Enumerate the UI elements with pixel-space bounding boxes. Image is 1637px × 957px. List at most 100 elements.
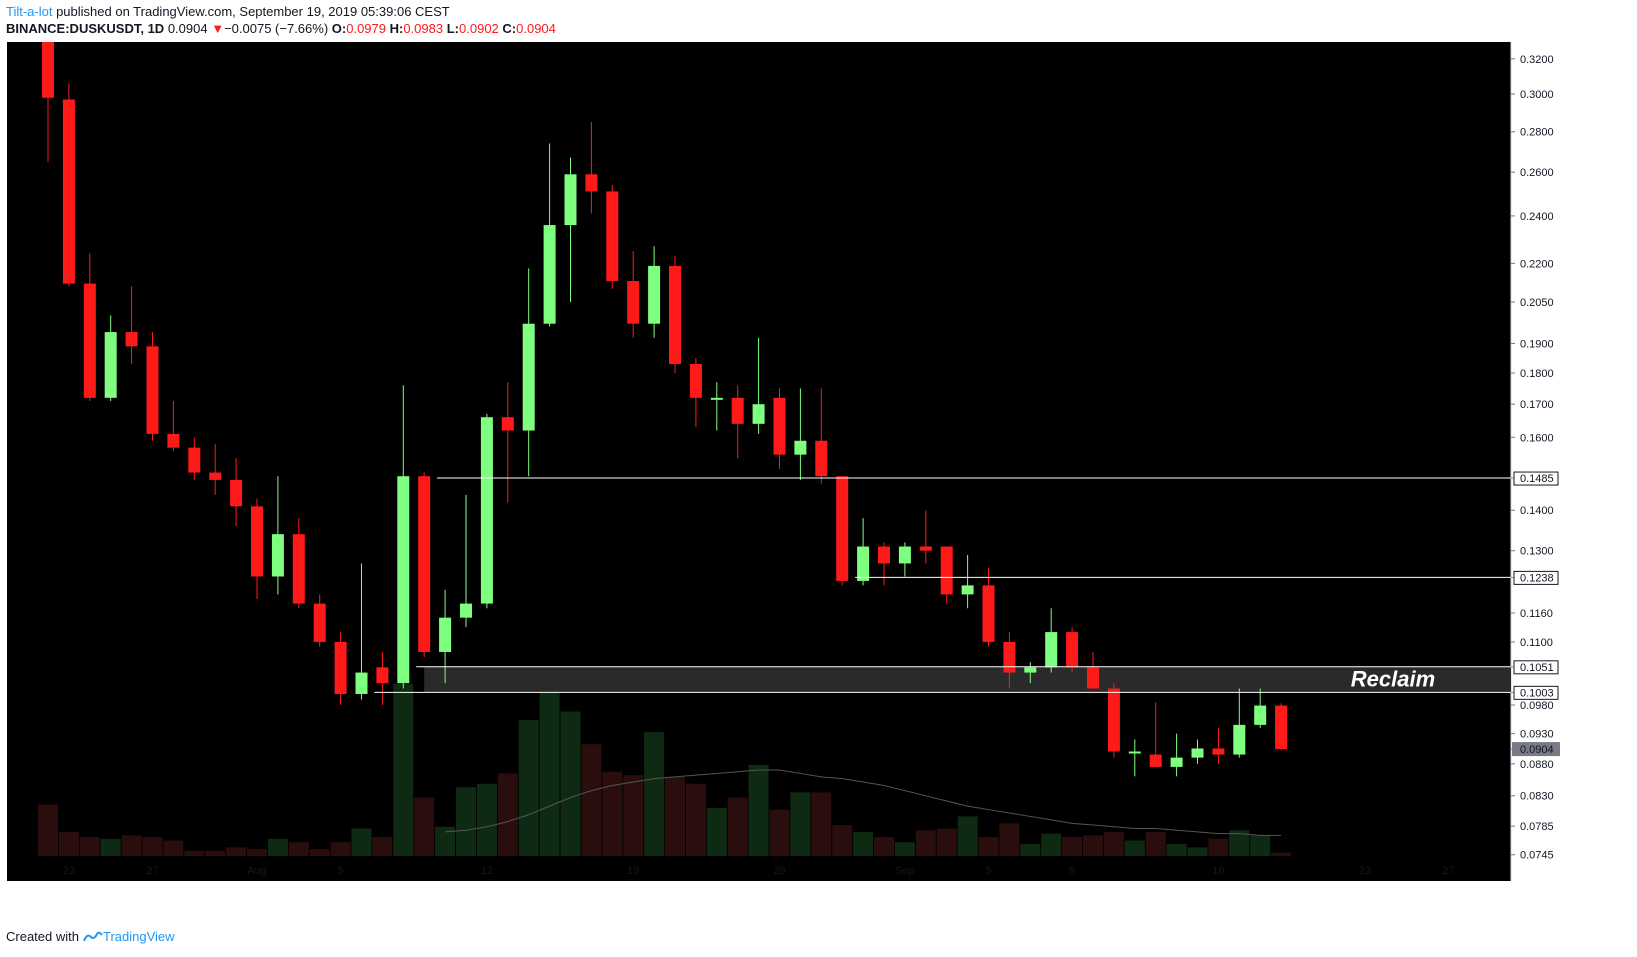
price-tick-label: 0.3200 — [1520, 54, 1554, 66]
price-tick-label: 0.2200 — [1520, 258, 1554, 270]
volume-bar — [497, 773, 518, 856]
candle-body — [480, 417, 493, 604]
volume-bar — [226, 847, 247, 856]
volume-bar — [1103, 831, 1124, 856]
candle-body — [1212, 748, 1225, 755]
close-label: C: — [502, 21, 517, 36]
time-tick-label: 12 — [481, 865, 493, 877]
candle-body — [439, 617, 452, 652]
candle-body — [1128, 751, 1141, 754]
volume-bar — [915, 830, 936, 856]
price-tick-label: 0.0745 — [1520, 850, 1554, 862]
volume-bar — [1271, 852, 1292, 856]
volume-bar — [853, 831, 874, 856]
volume-bar — [811, 792, 832, 856]
reclaim-zone — [424, 666, 1512, 693]
author-link[interactable]: Tilt-a-lot — [6, 4, 53, 19]
volume-bar — [1187, 847, 1208, 856]
candle-body — [62, 99, 75, 284]
price-tick-label: 0.0980 — [1520, 700, 1554, 712]
volume-bar — [1083, 835, 1103, 856]
volume-bar — [685, 783, 706, 856]
candle-body — [794, 440, 807, 455]
candle-body — [1254, 705, 1267, 725]
volume-bar — [372, 837, 393, 856]
candle-body — [543, 225, 556, 324]
volume-bar — [560, 711, 581, 856]
low-value: 0.0902 — [459, 21, 499, 36]
volume-bar — [184, 850, 205, 856]
price-tick-label: 0.1003 — [1520, 687, 1554, 699]
candle-body — [104, 332, 117, 398]
volume-bar — [476, 783, 497, 856]
volume-bar — [351, 828, 372, 856]
candle-body — [564, 174, 577, 226]
candle-body — [83, 283, 96, 398]
candle-body — [1087, 667, 1099, 689]
price-axis[interactable]: 0.3200 0.3000 0.2800 0.2600 0.2400 0.2200 0.20… — [1511, 54, 1560, 862]
candle-body — [1003, 641, 1016, 673]
candle-body — [418, 476, 431, 652]
interval: , 1D — [140, 21, 165, 36]
high-value: 0.0983 — [403, 21, 444, 36]
volume-bar — [1250, 835, 1271, 856]
candle-body — [209, 472, 222, 480]
candle-body — [961, 585, 974, 595]
time-tick-label: 16 — [1212, 865, 1224, 877]
down-arrow-icon: ▼ — [211, 21, 225, 36]
footer: Created with TradingView — [6, 929, 175, 944]
zone-label: Reclaim — [1351, 667, 1435, 692]
candle-body — [648, 265, 661, 324]
volume-bar — [267, 838, 288, 856]
price-tick-label: 0.1238 — [1520, 572, 1554, 584]
volume-bar — [38, 804, 58, 856]
candles — [42, 42, 1288, 777]
candle-body — [731, 397, 744, 424]
volume-bar — [100, 838, 121, 856]
candle-body — [334, 641, 347, 694]
tradingview-logo-icon — [83, 931, 103, 941]
close-value: 0.0904 — [516, 21, 556, 36]
time-tick-label: Aug — [247, 865, 267, 877]
volume-bar — [58, 831, 79, 856]
candle-body — [689, 363, 702, 398]
tradingview-link[interactable]: TradingView — [83, 929, 175, 944]
volume-bar — [330, 842, 351, 856]
volume-bar — [1166, 843, 1187, 856]
price-tick-label: 0.1900 — [1520, 338, 1554, 350]
published-text: published on TradingView.com, September … — [52, 4, 450, 19]
volume-bar — [894, 842, 915, 856]
price-tick-label: 0.2600 — [1520, 167, 1554, 179]
price-tick-label: 0.2050 — [1520, 297, 1554, 309]
volume-bar — [518, 720, 539, 856]
price-tick-label: 0.1600 — [1520, 432, 1554, 444]
change-value: −0.0075 (−7.66%) — [224, 21, 329, 36]
candle-body — [669, 265, 681, 364]
volume-bar — [1020, 843, 1041, 856]
plot-background — [7, 42, 1511, 881]
candle-body — [522, 323, 535, 431]
time-tick-label: 5 — [338, 865, 344, 877]
last-price: 0.0904 — [167, 21, 208, 36]
candle-body — [1275, 705, 1288, 750]
volume-bar — [205, 850, 226, 856]
candle-body — [292, 534, 305, 604]
candle-body — [125, 332, 138, 347]
candle-body — [752, 404, 765, 424]
volume-bar — [769, 809, 790, 856]
price-tick-label: 0.0785 — [1520, 821, 1554, 833]
volume-bar — [414, 797, 435, 856]
volume-bar — [874, 837, 894, 856]
volume-bar — [832, 825, 853, 856]
symbol-legend: BINANCE:DUSKUSDT, 1D 0.0904 ▼−0.0075 (−7… — [6, 21, 556, 36]
time-tick-label: 27 — [146, 865, 158, 877]
volume-bar — [539, 684, 560, 856]
volume-bars — [38, 684, 1292, 856]
candle-body — [1107, 688, 1120, 752]
publish-info: Tilt-a-lot published on TradingView.com,… — [6, 4, 450, 19]
time-axis[interactable]: 23 27 Aug 5 12 19 26 Sep 5 9 16 23 27 — [63, 865, 1455, 877]
volume-bar — [1145, 831, 1166, 856]
price-tick-label: 0.1051 — [1520, 662, 1554, 674]
time-tick-label: 19 — [627, 865, 639, 877]
